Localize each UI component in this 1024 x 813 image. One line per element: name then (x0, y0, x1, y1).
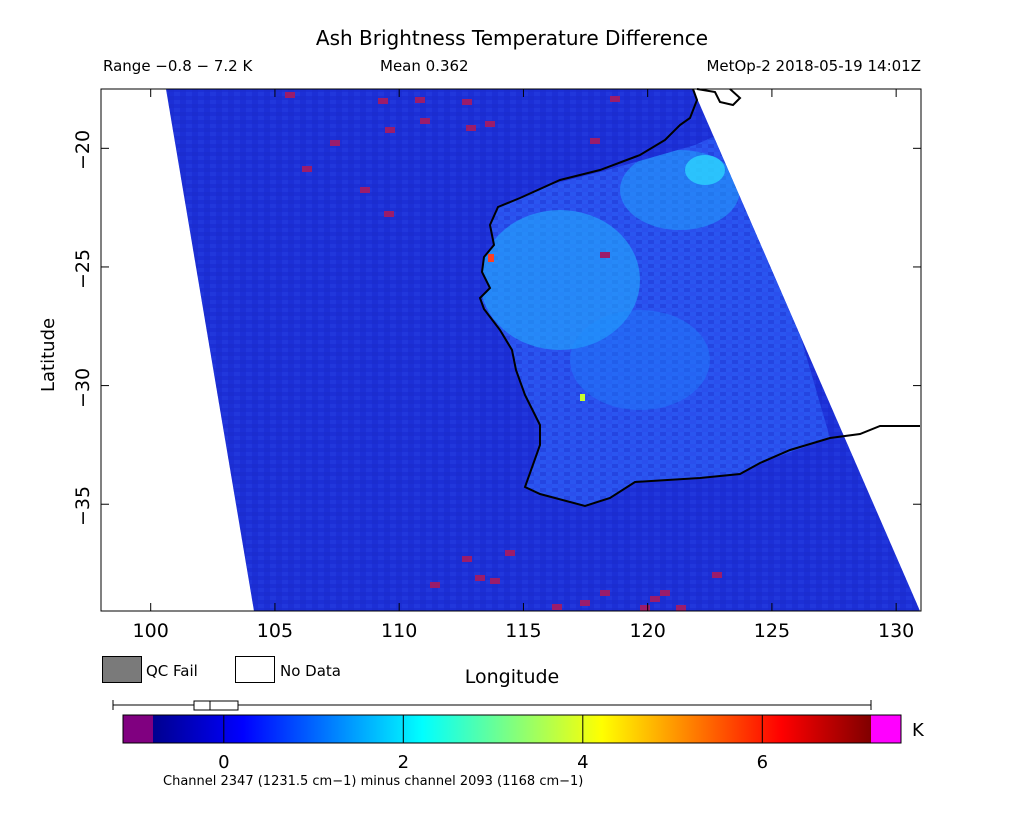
outlier-pixel (466, 125, 476, 131)
outlier-pixel (385, 127, 395, 133)
colorbar-tick-label: 4 (577, 752, 589, 773)
outlier-pixel (650, 596, 660, 602)
outlier-pixel (462, 556, 472, 562)
colorbar-slider-handle[interactable] (193, 700, 239, 711)
map-title: Ash Brightness Temperature Difference (315, 26, 709, 50)
outlier-pixel (485, 121, 495, 127)
coastline (478, 88, 920, 508)
x-tick-label: 100 (132, 620, 169, 642)
y-tick-label: −35 (72, 486, 94, 527)
no-data-label: No Data (280, 662, 341, 680)
colorbar-above-swatch (871, 715, 901, 743)
x-tick-label: 115 (505, 620, 542, 642)
outlier-pixel (490, 578, 500, 584)
range-label: Range −0.8 − 7.2 K (103, 57, 253, 75)
colorbar-tick-label: 6 (756, 752, 769, 773)
outlier-pixel (285, 92, 295, 98)
x-tick-label: 130 (878, 620, 915, 642)
plot-frame (100, 88, 922, 612)
outlier-pixel (600, 590, 610, 596)
outlier-pixel (330, 140, 340, 146)
colorbar-unit: K (912, 720, 924, 741)
y-axis-label: Latitude (38, 317, 59, 392)
outlier-pixel (430, 582, 440, 588)
satellite-timestamp: MetOp-2 2018-05-19 14:01Z (706, 57, 921, 75)
colorbar (153, 715, 871, 743)
x-tick-label: 105 (256, 620, 294, 642)
colorbar-tick-label: 2 (397, 752, 410, 773)
outlier-pixel (505, 550, 515, 556)
outlier-pixels (285, 92, 722, 611)
no-data-swatch (235, 656, 275, 683)
colorbar-tick-label: 0 (218, 752, 230, 773)
y-tick-label: −25 (72, 248, 94, 289)
outlier-pixel (384, 211, 394, 217)
outlier-pixel (640, 605, 650, 611)
colorbar-below-swatch (123, 715, 153, 743)
outlier-pixel (360, 187, 370, 193)
outlier-pixel (660, 590, 670, 596)
outlier-pixel (420, 118, 430, 124)
outlier-pixel (302, 166, 312, 172)
outlier-pixel (712, 572, 722, 578)
outlier-pixel (580, 600, 590, 606)
x-tick-label: 110 (381, 620, 418, 642)
outlier-pixel (475, 575, 485, 581)
x-tick-label: 120 (629, 620, 666, 642)
outlier-pixel (610, 96, 620, 102)
x-axis-label: Longitude (464, 666, 560, 688)
outlier-pixel (415, 97, 425, 103)
outlier-pixel (590, 138, 600, 144)
mean-label: Mean 0.362 (380, 57, 469, 75)
colorbar-caption: Channel 2347 (1231.5 cm−1) minus channel… (163, 774, 584, 789)
outlier-pixel (462, 99, 472, 105)
outlier-pixel (552, 604, 562, 610)
outlier-pixel (676, 605, 686, 611)
qc-fail-label: QC Fail (146, 662, 198, 680)
ash-plume (480, 210, 640, 350)
x-tick-label: 125 (753, 620, 791, 642)
y-tick-label: −30 (72, 367, 94, 408)
y-tick-label: −20 (72, 130, 94, 171)
outlier-pixel (600, 252, 610, 258)
qc-fail-swatch (102, 656, 142, 683)
outlier-pixel (378, 98, 388, 104)
